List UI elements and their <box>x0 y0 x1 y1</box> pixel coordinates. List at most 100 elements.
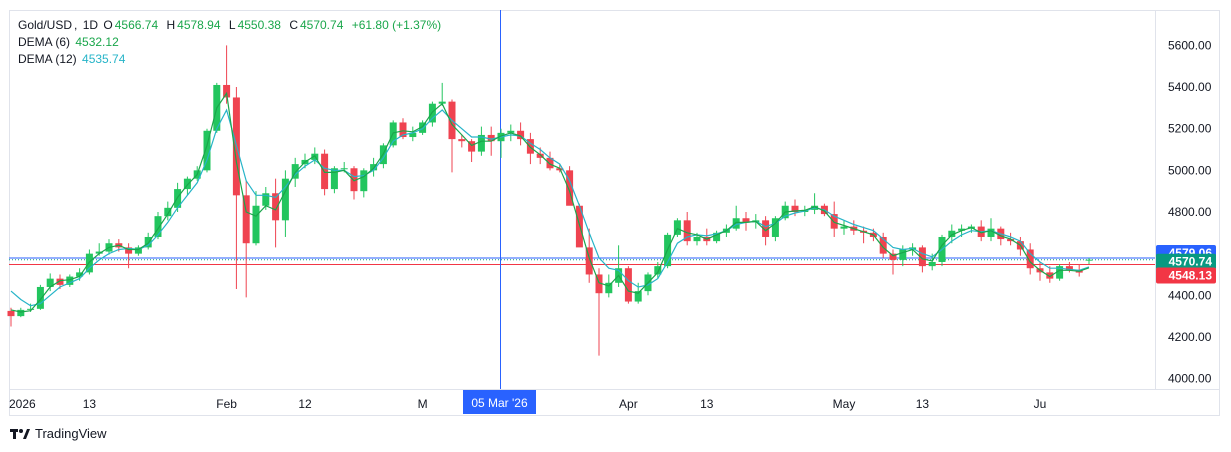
time-axis-tick-label: Ju <box>1034 397 1047 411</box>
candle-body <box>634 291 642 302</box>
candle <box>1046 266 1054 283</box>
candle <box>938 234 946 267</box>
candle-body <box>791 205 799 212</box>
candle-body <box>693 236 701 242</box>
dema6-value: 4532.12 <box>75 35 119 49</box>
tradingview-logo[interactable]: TradingView <box>10 426 107 441</box>
indicator-row-dema12[interactable]: DEMA (12) 4535.74 <box>18 51 441 68</box>
candle-body <box>507 130 515 133</box>
high-label: H <box>166 18 176 32</box>
candle <box>526 132 534 165</box>
candle-body <box>252 205 260 244</box>
interval[interactable]: 1D <box>82 18 99 32</box>
tradingview-brand-text: TradingView <box>35 426 107 441</box>
candle-body <box>56 278 64 285</box>
time-axis-tick-label: 13 <box>916 397 930 411</box>
price-tag-value: 4570.74 <box>1169 255 1213 269</box>
price-axis[interactable]: 5600.005400.005200.005000.004800.004600.… <box>1168 38 1212 385</box>
candle-body <box>183 178 191 190</box>
candle <box>840 220 848 235</box>
candle-body <box>536 153 544 158</box>
candle <box>1056 264 1064 281</box>
candle-body <box>546 157 554 169</box>
candle-body <box>36 286 44 309</box>
candle <box>66 274 74 287</box>
candle <box>899 245 907 267</box>
candle-body <box>566 170 574 206</box>
candle-body <box>517 130 525 140</box>
candle <box>370 157 378 177</box>
change-value: +61.80 (+1.37%) <box>351 18 442 32</box>
candle-body <box>409 132 417 138</box>
candle-body <box>771 218 779 237</box>
price-axis-tick-label: 5000.00 <box>1168 163 1212 177</box>
candle <box>830 201 838 237</box>
low-value: 4550.38 <box>237 18 281 32</box>
candle-body <box>370 164 378 171</box>
candle <box>399 118 407 140</box>
candle-body <box>1007 239 1015 242</box>
candle-body <box>164 207 172 217</box>
candle <box>36 284 44 310</box>
close-value: 4570.74 <box>299 18 344 32</box>
candle-body <box>1085 259 1093 261</box>
candle-body <box>399 122 407 138</box>
candle <box>879 232 887 258</box>
candle-body <box>76 272 84 277</box>
candle <box>125 243 133 269</box>
crosshair-date-label: 05 Mar '26 <box>463 390 536 414</box>
candle <box>46 273 54 292</box>
candle-body <box>595 274 603 294</box>
candle <box>546 151 554 171</box>
candle-body <box>918 247 926 267</box>
candle <box>948 224 956 244</box>
time-axis-tick-label: 2026 <box>9 397 36 411</box>
candle <box>7 307 15 327</box>
price-axis-tick-label: 4200.00 <box>1168 330 1212 344</box>
open-label: O <box>103 18 113 32</box>
candle-body <box>585 247 593 275</box>
candle-body <box>683 220 691 242</box>
candle-body <box>742 218 750 223</box>
indicator-row-dema6[interactable]: DEMA (6) 4532.12 <box>18 34 441 51</box>
candle-body <box>66 276 74 285</box>
candle <box>164 201 172 221</box>
candle-body <box>17 309 25 317</box>
candle-body <box>879 236 887 254</box>
candle-body <box>27 308 35 310</box>
candle-body <box>154 216 162 237</box>
candle <box>438 82 446 106</box>
candle-body <box>673 220 681 235</box>
candle-body <box>928 261 936 267</box>
tradingview-logo-icon <box>10 428 30 439</box>
candle-body <box>987 228 995 237</box>
candle-body <box>487 134 495 142</box>
price-tag-value: 4548.13 <box>1169 268 1213 282</box>
candle-body <box>262 193 270 206</box>
dema-12-line <box>10 108 1090 307</box>
candle-body <box>840 226 848 229</box>
candle <box>419 120 427 135</box>
candle <box>458 134 466 148</box>
close-label: C <box>289 18 298 32</box>
candle-body <box>958 228 966 231</box>
time-axis-tick-label: Apr <box>619 397 638 411</box>
ohlc-row: Gold/USD, 1D O 4566.74 H 4578.94 L 4550.38 … <box>18 18 442 32</box>
candle-body <box>330 168 338 190</box>
candle <box>272 178 280 248</box>
candle <box>517 122 525 146</box>
candle <box>360 168 368 198</box>
candle-body <box>281 178 289 221</box>
candle <box>713 230 721 244</box>
candle <box>350 166 358 200</box>
candle-body <box>291 164 299 179</box>
candle-body <box>1026 249 1034 269</box>
candle <box>732 205 740 231</box>
candle-body <box>762 220 770 237</box>
symbol-name[interactable]: Gold/USD <box>18 18 73 32</box>
time-axis-tick-label: May <box>833 397 856 411</box>
candle-body <box>624 268 632 302</box>
candle <box>183 176 191 196</box>
